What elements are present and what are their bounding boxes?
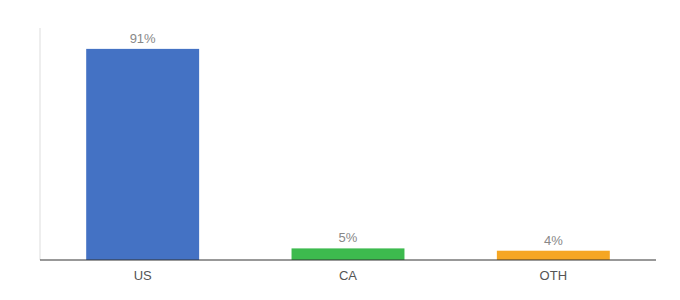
bar bbox=[292, 248, 405, 260]
data-label: 4% bbox=[544, 233, 563, 248]
y-axis-line bbox=[40, 28, 41, 260]
chart-container: 91% 5% 4% US CA OTH bbox=[0, 0, 680, 300]
data-label: 91% bbox=[130, 31, 156, 46]
bar bbox=[86, 49, 199, 260]
x-tick-label: US bbox=[134, 268, 152, 283]
data-label: 5% bbox=[339, 230, 358, 245]
x-tick-label: CA bbox=[339, 268, 357, 283]
x-axis-line bbox=[40, 260, 656, 261]
bars bbox=[86, 49, 610, 260]
chart-svg: 91% 5% 4% US CA OTH bbox=[0, 0, 680, 300]
bar bbox=[497, 251, 610, 260]
x-tick-label: OTH bbox=[540, 268, 567, 283]
